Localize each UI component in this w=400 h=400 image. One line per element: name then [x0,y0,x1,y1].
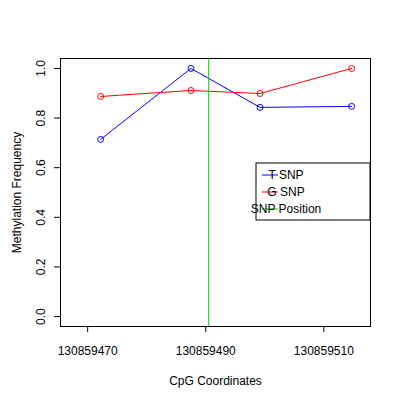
svg-text:SNP Position: SNP Position [251,202,321,216]
svg-text:0.0: 0.0 [34,308,48,325]
svg-text:130859510: 130859510 [294,344,354,358]
svg-text:130859490: 130859490 [176,344,236,358]
svg-text:G SNP: G SNP [267,185,304,199]
svg-text:T SNP: T SNP [268,168,303,182]
svg-text:0.4: 0.4 [34,209,48,226]
svg-text:130859470: 130859470 [58,344,118,358]
svg-text:0.8: 0.8 [34,109,48,126]
svg-text:CpG Coordinates: CpG Coordinates [169,374,262,388]
svg-text:Methylation Frequency: Methylation Frequency [10,132,24,253]
svg-text:1.0: 1.0 [34,60,48,77]
svg-text:0.6: 0.6 [34,159,48,176]
svg-text:0.2: 0.2 [34,258,48,275]
